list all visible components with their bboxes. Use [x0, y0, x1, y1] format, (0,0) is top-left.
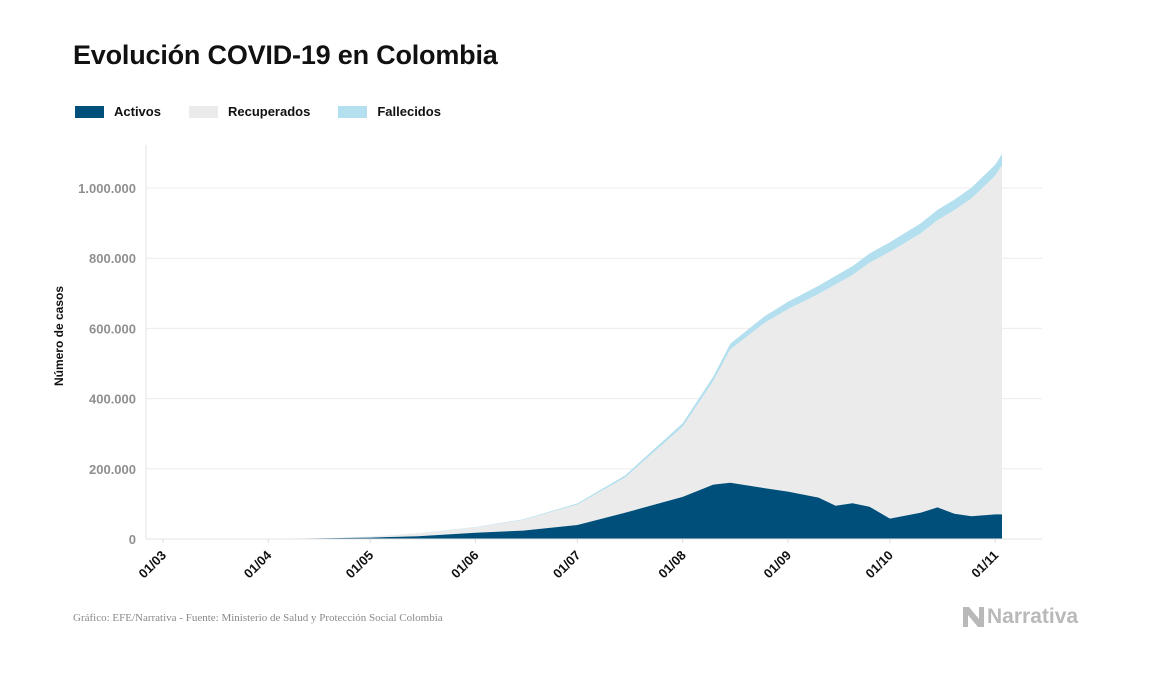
x-tick-label: 01/03: [136, 548, 170, 582]
x-tick-label: 01/10: [862, 548, 896, 582]
narrativa-logo-icon: [963, 607, 984, 627]
legend-item-fallecidos: Fallecidos: [338, 104, 441, 119]
y-tick-label: 0: [129, 532, 136, 547]
x-tick-label: 01/06: [448, 548, 482, 582]
series-area-recuperados: [163, 165, 1002, 539]
legend-item-recuperados: Recuperados: [188, 104, 311, 119]
x-tick-label: 01/11: [968, 548, 1001, 581]
chart-title: Evolución COVID-19 en Colombia: [73, 40, 498, 70]
series-area-activos: [163, 482, 1002, 539]
legend-label-fallecidos: Fallecidos: [377, 104, 441, 119]
narrativa-logo: Narrativa: [963, 605, 1078, 629]
x-tick-label: 01/04: [241, 547, 275, 581]
legend: Activos Recuperados Fallecidos: [75, 104, 469, 119]
y-tick-label: 800.000: [89, 251, 136, 266]
narrativa-logo-text: Narrativa: [987, 605, 1079, 628]
x-tick-label: 01/09: [761, 548, 795, 582]
legend-swatch-activos: [75, 105, 104, 118]
legend-swatch-recuperados: [188, 105, 218, 118]
legend-swatch-fallecidos: [338, 105, 368, 118]
y-tick-label: 200.000: [89, 462, 136, 477]
y-axis-title: Número de casos: [52, 286, 66, 386]
y-tick-label: 1.000.000: [78, 181, 136, 196]
x-tick-label: 01/05: [343, 548, 377, 582]
legend-item-activos: Activos: [75, 104, 161, 119]
legend-label-recuperados: Recuperados: [227, 104, 311, 119]
x-tick-label: 01/08: [655, 548, 689, 582]
source-note: Gráfico: EFE/Narrativa - Fuente: Ministe…: [73, 612, 443, 624]
y-tick-label: 400.000: [89, 392, 136, 407]
x-tick-label: 01/07: [550, 548, 584, 582]
legend-label-activos: Activos: [114, 104, 161, 119]
y-tick-label: 600.000: [89, 321, 136, 336]
